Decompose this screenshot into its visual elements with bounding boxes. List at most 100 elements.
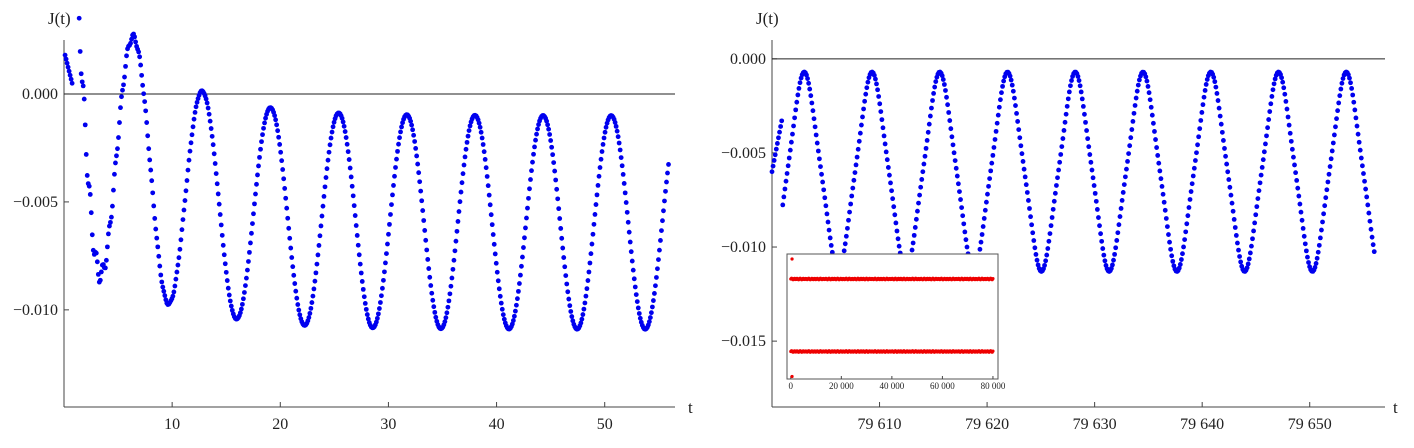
right-data-point	[1352, 107, 1358, 113]
left-data-point	[627, 239, 633, 245]
right-data-point	[1179, 257, 1184, 262]
right-data-point	[1199, 110, 1205, 115]
inset-x-tick-label: 60 000	[930, 381, 955, 391]
right-data-point	[1044, 252, 1050, 258]
left-data-point	[238, 306, 244, 312]
right-data-point	[1229, 200, 1235, 206]
left-data-point	[68, 76, 74, 82]
left-data-point	[189, 132, 195, 138]
right-data-point	[1009, 82, 1015, 88]
left-data-point	[81, 96, 87, 102]
right-data-point	[1087, 152, 1093, 157]
right-data-point	[1353, 115, 1359, 121]
right-data-point	[808, 93, 814, 99]
left-data-point	[461, 162, 467, 168]
left-data-point	[289, 255, 295, 260]
left-data-point	[444, 310, 450, 316]
left-data-point	[155, 244, 161, 250]
left-data-point	[411, 132, 417, 138]
right-data-point	[1272, 76, 1278, 82]
right-data-point	[1152, 129, 1157, 134]
left-data-point	[185, 167, 191, 173]
right-data-point	[776, 135, 781, 141]
right-data-point	[883, 149, 889, 155]
left-data-point	[385, 241, 390, 247]
right-data-point	[990, 152, 996, 158]
left-data-point	[156, 253, 162, 259]
right-data-point	[863, 91, 869, 97]
left-data-point	[204, 100, 210, 106]
left-data-point	[278, 149, 284, 155]
right-data-point	[1134, 88, 1140, 94]
right-data-point	[1157, 168, 1163, 174]
left-data-point	[225, 285, 231, 291]
right-data-point	[770, 163, 776, 169]
left-data-point	[218, 222, 224, 228]
right-data-point	[1279, 75, 1284, 81]
left-data-point	[310, 293, 316, 299]
right-data-point	[1075, 74, 1081, 79]
right-data-point	[1042, 262, 1047, 268]
right-data-point	[896, 243, 902, 249]
right-data-point	[859, 122, 864, 128]
right-data-point	[813, 132, 819, 138]
left-data-point	[355, 242, 361, 248]
left-data-point	[518, 272, 523, 278]
right-data-point	[882, 141, 888, 147]
left-data-point	[153, 226, 159, 232]
left-data-point	[494, 269, 500, 275]
left-data-point	[254, 181, 259, 187]
left-data-points	[62, 15, 671, 332]
left-data-point	[562, 264, 568, 270]
left-data-point	[383, 260, 388, 266]
left-data-point	[361, 294, 367, 300]
left-data-point	[563, 273, 569, 279]
right-data-point	[1259, 165, 1265, 170]
left-data-point	[551, 160, 557, 166]
left-data-point	[152, 216, 158, 221]
right-data-point	[1315, 249, 1321, 255]
right-data-point	[1023, 182, 1029, 188]
right-data-point	[1328, 156, 1334, 162]
left-data-point	[281, 176, 287, 182]
right-data-point	[1222, 146, 1227, 151]
right-data-point	[1169, 253, 1175, 259]
right-data-point	[1286, 122, 1292, 128]
left-data-point	[487, 202, 493, 208]
left-data-point	[343, 135, 349, 140]
left-data-point	[203, 96, 209, 102]
right-data-point	[1218, 121, 1224, 127]
right-data-point	[1058, 152, 1064, 157]
right-data-point	[1112, 251, 1117, 257]
right-data-point	[891, 204, 897, 210]
left-data-point	[188, 140, 194, 146]
right-data-point	[1330, 140, 1336, 146]
right-y-ticks: 0.000 −0.005 −0.010 −0.015	[721, 51, 777, 350]
left-data-point	[374, 315, 380, 321]
right-data-point	[1215, 98, 1221, 103]
right-data-point	[1130, 119, 1136, 124]
left-data-point	[216, 201, 222, 207]
right-data-point	[1158, 176, 1164, 182]
left-data-point	[488, 212, 494, 218]
right-data-point	[1194, 150, 1199, 156]
left-data-point	[290, 264, 296, 270]
right-data-point	[1253, 212, 1259, 218]
right-data-point	[926, 121, 932, 127]
right-data-point	[1256, 188, 1262, 194]
right-data-point	[1317, 235, 1323, 241]
left-data-point	[83, 152, 89, 157]
left-data-point	[621, 181, 627, 186]
left-data-point	[210, 142, 216, 148]
left-data-point	[425, 257, 431, 262]
inset-x-tick-label: 0	[789, 381, 794, 391]
left-data-point	[237, 310, 243, 316]
left-data-point	[313, 270, 319, 276]
left-data-point	[389, 202, 394, 208]
right-data-point	[987, 176, 993, 181]
left-data-point	[104, 244, 110, 250]
left-data-point	[443, 315, 449, 321]
right-data-point	[1186, 205, 1192, 210]
right-data-point	[1247, 250, 1253, 256]
right-data-point	[1358, 155, 1364, 161]
